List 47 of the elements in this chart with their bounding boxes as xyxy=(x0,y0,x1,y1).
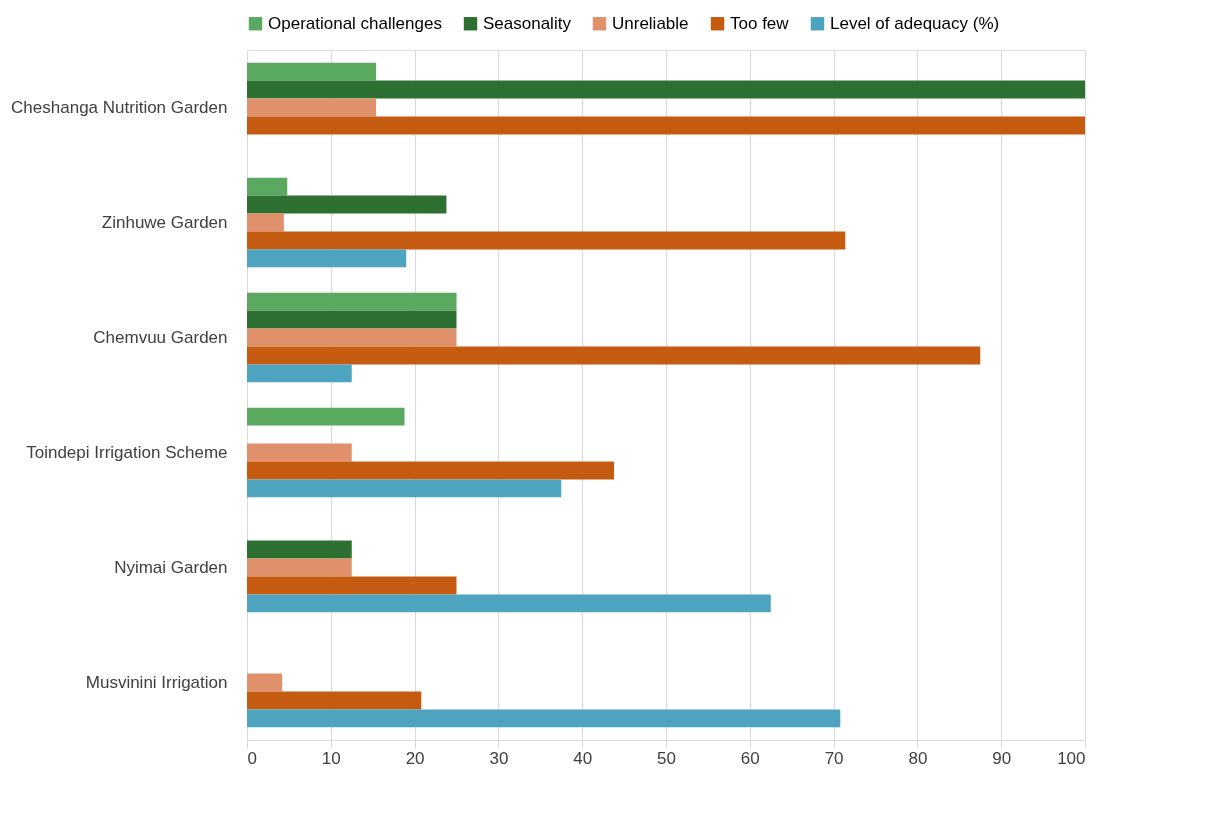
x-tick-label: 60 xyxy=(740,748,760,768)
bar xyxy=(247,80,1085,99)
x-tick-label: 20 xyxy=(405,748,425,768)
x-tick-label: 100 xyxy=(1057,748,1086,768)
bar xyxy=(247,231,846,250)
bar xyxy=(247,213,284,232)
y-tick-label: Chemvuu Garden xyxy=(93,327,228,347)
bar xyxy=(247,407,405,426)
bar xyxy=(247,116,1085,135)
x-tick-label: 50 xyxy=(657,748,676,768)
bar xyxy=(247,443,352,462)
bar xyxy=(247,691,422,710)
bar xyxy=(247,461,615,480)
bar xyxy=(247,594,771,613)
legend-label: Seasonality xyxy=(483,13,572,33)
x-tick-label: 70 xyxy=(824,748,844,768)
y-tick-label: Toindepi Irrigation Scheme xyxy=(26,442,228,462)
bar xyxy=(247,709,841,728)
x-tick-label: 90 xyxy=(992,748,1012,768)
y-tick-label: Zinhuwe Garden xyxy=(101,212,228,232)
bar xyxy=(247,249,407,268)
bar xyxy=(247,177,288,196)
x-tick-label: 10 xyxy=(321,748,341,768)
bar xyxy=(247,328,457,347)
x-tick-label: 80 xyxy=(908,748,928,768)
legend-label: Too few xyxy=(730,13,790,33)
bar xyxy=(247,98,377,117)
bar xyxy=(247,576,457,595)
y-tick-label: Cheshanga Nutrition Garden xyxy=(11,97,228,117)
legend-label: Unreliable xyxy=(612,13,689,33)
y-tick-label: Musvinini Irrigation xyxy=(85,672,228,692)
legend-label: Operational challenges xyxy=(268,13,442,33)
legend-label: Level of adequacy (%) xyxy=(830,13,1000,33)
bar xyxy=(247,292,457,311)
bar xyxy=(247,62,377,81)
bar xyxy=(247,558,352,577)
y-tick-label: Nyimai Garden xyxy=(114,557,228,577)
x-tick-label: 40 xyxy=(573,748,593,768)
bar xyxy=(247,540,352,559)
bar xyxy=(247,346,981,365)
bar xyxy=(247,195,447,214)
x-tick-label: 0 xyxy=(247,748,257,768)
bar xyxy=(247,310,457,329)
x-tick-label: 30 xyxy=(489,748,509,768)
bar xyxy=(247,364,352,383)
bar xyxy=(247,479,562,498)
bar xyxy=(247,673,283,692)
